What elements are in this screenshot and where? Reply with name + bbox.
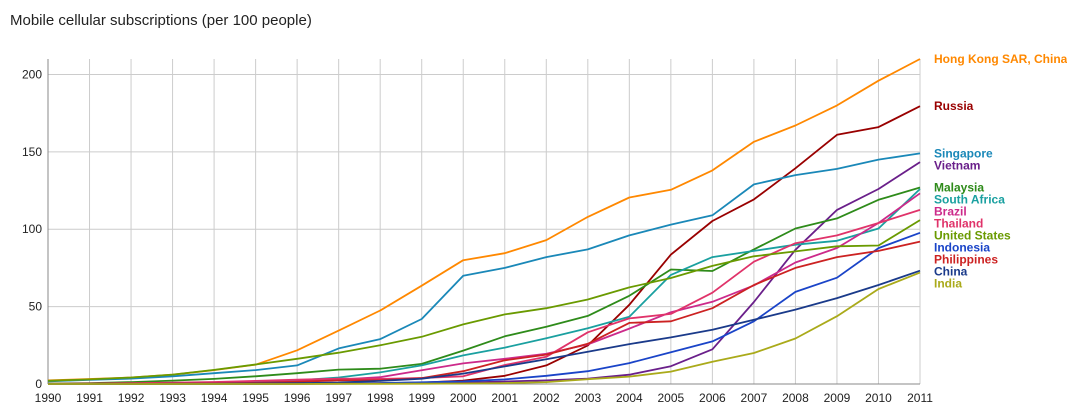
series-label: South Africa	[934, 193, 1005, 207]
series-label: India	[934, 277, 962, 291]
x-tick-label: 2004	[616, 391, 643, 405]
x-tick-label: 2000	[450, 391, 477, 405]
x-tick-label: 2006	[699, 391, 726, 405]
grid	[47, 59, 921, 385]
series-line	[47, 240, 921, 385]
series-line	[48, 188, 921, 385]
series-line	[47, 152, 921, 383]
x-tick-label: 2008	[782, 391, 809, 405]
x-tick-label: 1997	[325, 391, 352, 405]
y-tick-label: 150	[22, 145, 42, 159]
series-label: Singapore	[934, 146, 993, 160]
series-label: Russia	[934, 99, 974, 113]
x-tick-label: 2002	[533, 391, 560, 405]
series-label: Malaysia	[934, 181, 984, 195]
series-lines	[47, 58, 921, 385]
series-label: Hong Kong SAR, China	[934, 52, 1067, 66]
y-tick-label: 50	[29, 300, 43, 314]
x-tick-label: 2009	[824, 391, 851, 405]
y-tick-label: 100	[22, 222, 42, 236]
x-tick-label: 2001	[491, 391, 518, 405]
series-line	[47, 186, 921, 385]
chart-title: Mobile cellular subscriptions (per 100 p…	[10, 12, 312, 29]
x-tick-label: 1999	[408, 391, 435, 405]
series-line	[48, 269, 921, 385]
x-tick-label: 1992	[118, 391, 145, 405]
series-line	[48, 192, 921, 385]
y-tick-label: 0	[35, 377, 42, 391]
series-line	[47, 58, 921, 382]
series-label: China	[934, 265, 968, 279]
x-tick-label: 1996	[284, 391, 311, 405]
x-tick-label: 1994	[201, 391, 228, 405]
series-label: United States	[934, 229, 1011, 243]
x-tick-label: 2011	[907, 391, 933, 405]
x-tick-label: 1990	[35, 391, 62, 405]
series-label: Indonesia	[934, 241, 990, 255]
x-tick-label: 2005	[658, 391, 685, 405]
series-label: Vietnam	[934, 158, 980, 172]
series-line	[47, 219, 921, 382]
x-tick-label: 1991	[76, 391, 103, 405]
x-tick-label: 1998	[367, 391, 394, 405]
x-tick-label: 2003	[574, 391, 601, 405]
x-tick-label: 2010	[865, 391, 892, 405]
x-tick-label: 2007	[741, 391, 768, 405]
series-label: Thailand	[934, 217, 983, 231]
y-tick-label: 200	[22, 67, 42, 81]
series-line	[48, 271, 921, 385]
x-tick-label: 1995	[242, 391, 269, 405]
series-labels: Hong Kong SAR, China Russia SingaporeVietn…	[934, 52, 1067, 291]
series-label: Brazil	[934, 205, 967, 219]
series-label: Philippines	[934, 253, 998, 267]
x-tick-label: 1993	[159, 391, 186, 405]
